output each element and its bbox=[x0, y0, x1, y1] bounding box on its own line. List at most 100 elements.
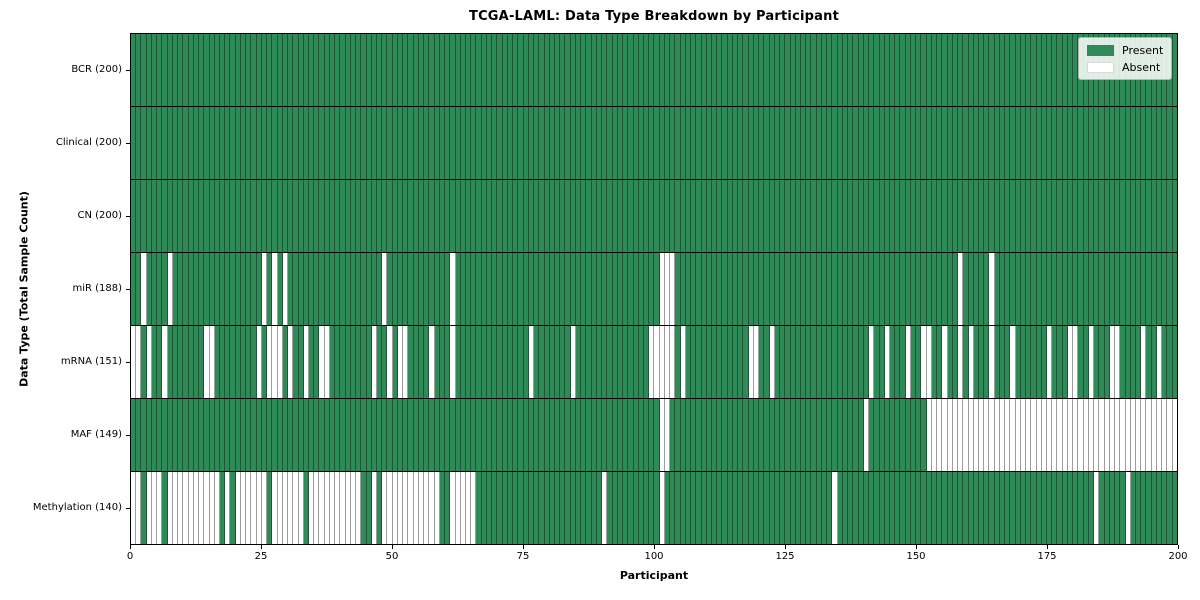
heatmap-cell bbox=[387, 472, 393, 544]
heatmap-cell bbox=[434, 180, 440, 252]
heatmap-cell bbox=[172, 472, 179, 544]
heatmap-cell bbox=[952, 472, 959, 544]
heatmap-cell bbox=[727, 180, 733, 252]
heatmap-cell bbox=[439, 399, 446, 471]
heatmap-cell bbox=[638, 180, 644, 252]
heatmap-cell bbox=[900, 180, 906, 252]
heatmap-cell bbox=[188, 326, 194, 398]
heatmap-cell bbox=[973, 107, 979, 179]
heatmap-cell bbox=[759, 326, 765, 398]
heatmap-cell bbox=[910, 472, 917, 544]
heatmap-cell bbox=[1057, 253, 1063, 325]
heatmap-cell bbox=[178, 107, 184, 179]
heatmap-cell bbox=[162, 253, 168, 325]
heatmap-cell bbox=[748, 253, 754, 325]
heatmap-cell bbox=[188, 253, 194, 325]
heatmap-cell bbox=[240, 253, 247, 325]
heatmap-cell bbox=[1136, 472, 1142, 544]
heatmap-cell bbox=[361, 34, 367, 106]
heatmap-cell bbox=[832, 326, 838, 398]
heatmap-cell bbox=[1073, 472, 1079, 544]
heatmap-cell bbox=[654, 107, 660, 179]
heatmap-cell bbox=[523, 399, 529, 471]
heatmap-cell bbox=[298, 107, 304, 179]
x-tick-label: 100 bbox=[644, 551, 664, 562]
heatmap-cell bbox=[795, 326, 801, 398]
heatmap-cell bbox=[539, 107, 545, 179]
heatmap-cell bbox=[209, 180, 215, 252]
heatmap-cell bbox=[141, 326, 147, 398]
row-label: BCR (200) bbox=[71, 63, 122, 75]
heatmap-cell bbox=[623, 107, 629, 179]
heatmap-cell bbox=[460, 472, 466, 544]
heatmap-cell bbox=[1094, 399, 1100, 471]
heatmap-cell bbox=[314, 399, 320, 471]
heatmap-cell bbox=[167, 399, 173, 471]
heatmap-cell bbox=[649, 180, 655, 252]
heatmap-cell bbox=[968, 399, 974, 471]
heatmap-cell bbox=[617, 107, 624, 179]
heatmap-cell bbox=[785, 399, 791, 471]
heatmap-cell bbox=[230, 253, 236, 325]
x-tick-label: 150 bbox=[906, 551, 926, 562]
heatmap-cell bbox=[738, 326, 744, 398]
heatmap-cell bbox=[785, 180, 791, 252]
heatmap-cell bbox=[973, 180, 979, 252]
heatmap-cell bbox=[560, 472, 566, 544]
heatmap-cell bbox=[502, 180, 508, 252]
heatmap-cell bbox=[282, 34, 289, 106]
heatmap-cell bbox=[298, 326, 304, 398]
heatmap-cell bbox=[466, 253, 472, 325]
heatmap-cell bbox=[1078, 326, 1084, 398]
heatmap-cell bbox=[298, 180, 304, 252]
heatmap-cell bbox=[790, 107, 796, 179]
heatmap-row bbox=[131, 180, 1177, 253]
heatmap-cell bbox=[612, 326, 618, 398]
heatmap-cell bbox=[1062, 34, 1068, 106]
heatmap-cell bbox=[329, 399, 336, 471]
heatmap-cell bbox=[931, 472, 938, 544]
heatmap-cell bbox=[1115, 326, 1121, 398]
heatmap-cell bbox=[382, 399, 388, 471]
heatmap-cell bbox=[612, 399, 618, 471]
heatmap-cell bbox=[1031, 326, 1037, 398]
heatmap-cell bbox=[1031, 472, 1037, 544]
heatmap-row bbox=[131, 34, 1177, 107]
heatmap-cell bbox=[1136, 326, 1142, 398]
heatmap-cell bbox=[743, 472, 749, 544]
heatmap-cell bbox=[921, 180, 927, 252]
heatmap-cell bbox=[769, 34, 775, 106]
heatmap-cell bbox=[701, 107, 707, 179]
heatmap-cell bbox=[251, 326, 257, 398]
heatmap-cell bbox=[623, 180, 629, 252]
heatmap-cell bbox=[534, 107, 540, 179]
heatmap-cell bbox=[691, 253, 697, 325]
heatmap-cell bbox=[827, 34, 833, 106]
heatmap-cell bbox=[439, 107, 446, 179]
heatmap-cell bbox=[267, 399, 273, 471]
heatmap-cell bbox=[947, 472, 953, 544]
heatmap-cell bbox=[324, 399, 330, 471]
heatmap-cell bbox=[623, 399, 629, 471]
heatmap-cell bbox=[397, 180, 404, 252]
heatmap-cell bbox=[240, 34, 247, 106]
heatmap-cell bbox=[136, 180, 142, 252]
heatmap-cell bbox=[387, 253, 393, 325]
heatmap-cell bbox=[486, 253, 493, 325]
heatmap-cell bbox=[1031, 180, 1037, 252]
heatmap-cell bbox=[591, 253, 597, 325]
heatmap-cell bbox=[445, 34, 451, 106]
heatmap-cell bbox=[973, 34, 979, 106]
heatmap-cell bbox=[240, 399, 247, 471]
heatmap-cell bbox=[1125, 253, 1131, 325]
heatmap-cell bbox=[994, 472, 1000, 544]
heatmap-cell bbox=[832, 253, 838, 325]
heatmap-cell bbox=[167, 253, 173, 325]
heatmap-cell bbox=[408, 253, 414, 325]
heatmap-cell bbox=[256, 472, 262, 544]
heatmap-cell bbox=[324, 472, 330, 544]
heatmap-cell bbox=[675, 180, 681, 252]
heatmap-cell bbox=[1057, 399, 1063, 471]
heatmap-cell bbox=[261, 472, 268, 544]
heatmap-cell bbox=[397, 326, 404, 398]
